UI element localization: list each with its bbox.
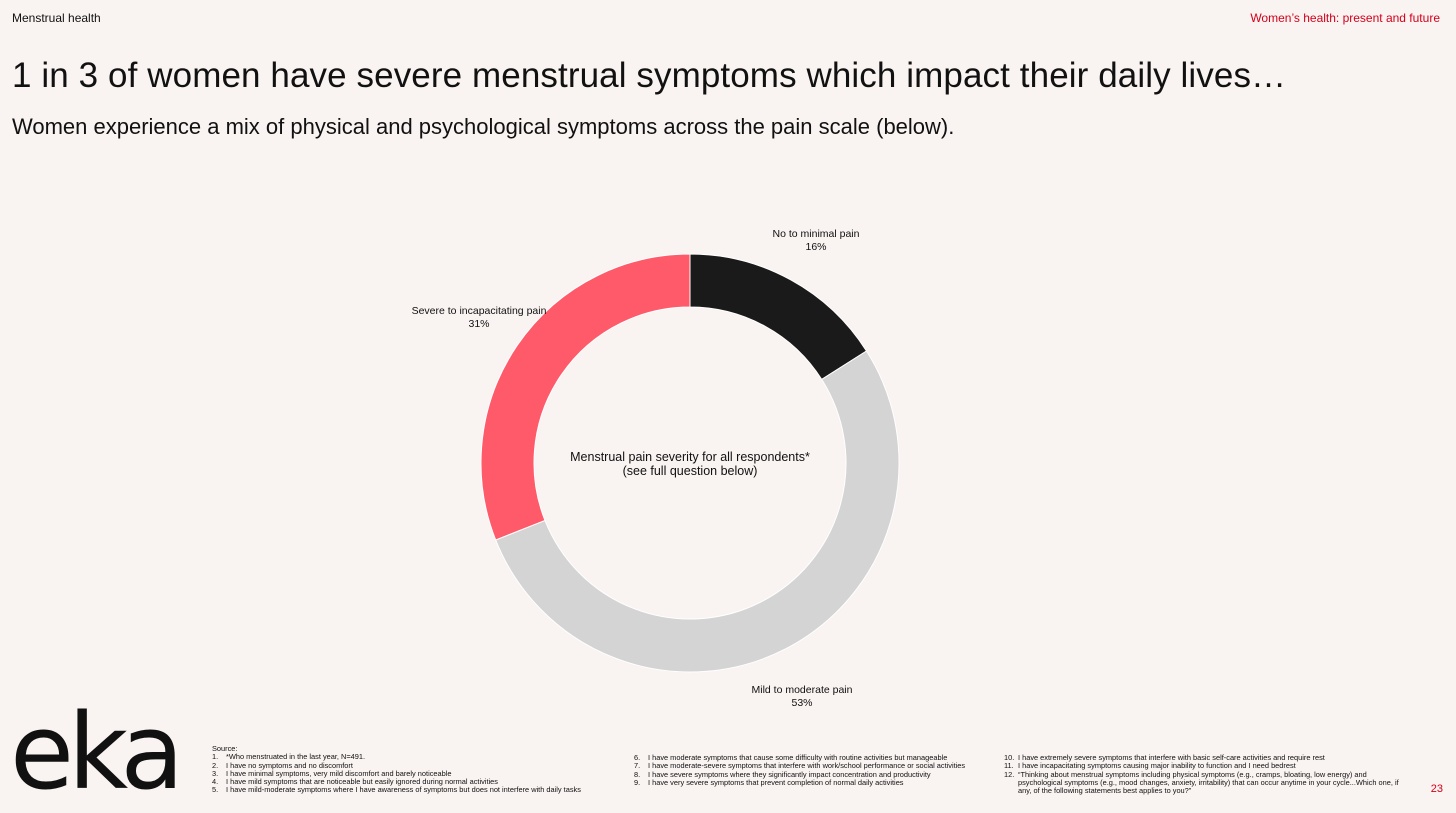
footnote-item: 2. I have no symptoms and no discomfort	[212, 760, 581, 770]
footnote-item: any, of the following statements best ap…	[1004, 787, 1399, 795]
footnote-number: 11.	[1004, 761, 1014, 771]
source-notes-col1: Source: 1. *Who menstruated in the last y…	[212, 744, 581, 795]
slice-label: No to minimal pain	[773, 228, 860, 240]
footnote-text: “Thinking about menstrual symptoms inclu…	[1018, 769, 1367, 779]
footnote-item: 9. I have very severe symptoms that preve…	[634, 777, 965, 787]
footnote-text: psychological symptoms (e.g., mood chang…	[1018, 777, 1399, 787]
slice-label: Mild to moderate pain	[752, 684, 853, 696]
source-notes-col2: 6. I have moderate symptoms that cause so…	[634, 753, 966, 787]
footnote-number: 5.	[212, 785, 219, 795]
footnote-item: 3. I have minimal symptoms, very mild dis…	[212, 768, 581, 778]
footnote-number: 4.	[212, 777, 219, 787]
source-heading: Source:	[212, 744, 238, 753]
donut-slice	[689, 253, 868, 381]
footnote-item: 8. I have severe symptoms where they sign…	[634, 769, 965, 779]
footnote-item: 5. I have mild-moderate symptoms where I …	[212, 785, 581, 795]
footnote-item: 12. “Thinking about menstrual symptoms in…	[1004, 769, 1399, 779]
footnote-item: 1. *Who menstruated in the last year, N=4…	[212, 752, 581, 762]
slice-value-label: 53%	[791, 697, 812, 709]
footnote-text: *Who menstruated in the last year, N=491…	[226, 752, 366, 762]
footnote-number: 9.	[634, 777, 641, 787]
footnote-item: 11. I have incapacitating symptoms causin…	[1004, 761, 1399, 771]
slice-value-label: 16%	[805, 241, 826, 253]
footnote-text: I have very severe symptoms that prevent…	[648, 777, 904, 787]
footnote-text: I have incapacitating symptoms causing m…	[1018, 761, 1296, 771]
chart-center-title: Menstrual pain severity for all responde…	[570, 450, 810, 464]
footnote-item: 6. I have moderate symptoms that cause so…	[634, 753, 965, 762]
footnote-text: I have moderate symptoms that cause some…	[648, 753, 948, 762]
footnote-text: I have minimal symptoms, very mild disco…	[226, 768, 452, 778]
footnote-number: 1.	[212, 752, 219, 762]
page-headline: 1 in 3 of women have severe menstrual sy…	[12, 56, 1287, 95]
footnote-number: 6.	[634, 753, 641, 762]
footnote-text: I have extremely severe symptoms that in…	[1018, 753, 1325, 762]
footnote-text: any, of the following statements best ap…	[1018, 786, 1192, 796]
footnote-number: 10.	[1004, 753, 1015, 762]
donut-slice	[495, 350, 900, 673]
footnote-text: I have moderate-severe symptoms that int…	[648, 761, 966, 771]
source-notes-col3: 10. I have extremely severe symptoms that…	[1004, 753, 1399, 795]
footnote-text: I have no symptoms and no discomfort	[226, 760, 353, 770]
chart-center-subtitle: (see full question below)	[623, 464, 758, 478]
deck-title: Women’s health: present and future	[1250, 11, 1440, 25]
footnote-number: 2.	[212, 760, 219, 770]
footnote-number: 12.	[1004, 769, 1015, 779]
footnote-text: I have mild symptoms that are noticeable…	[226, 777, 498, 787]
logo-text: eka	[10, 691, 184, 813]
slice-value-label: 31%	[468, 318, 489, 330]
page-subheadline: Women experience a mix of physical and p…	[12, 114, 955, 139]
footnote-text: I have mild-moderate symptoms where I ha…	[226, 785, 581, 795]
section-label: Menstrual health	[12, 11, 101, 25]
eka-logo: eka	[10, 700, 184, 804]
footnote-item: 7. I have moderate-severe symptoms that i…	[634, 761, 966, 771]
footnote-item: 4. I have mild symptoms that are noticeab…	[212, 777, 581, 787]
footnote-number: 3.	[212, 768, 219, 778]
footnote-item: psychological symptoms (e.g., mood chang…	[1004, 777, 1399, 787]
footnote-number: 7.	[634, 761, 641, 771]
footnote-text: I have severe symptoms where they signif…	[648, 769, 931, 779]
page-number: 23	[1430, 783, 1443, 795]
slice-label: Severe to incapacitating pain	[412, 305, 547, 317]
footnote-number: 8.	[634, 769, 641, 779]
footnote-item: 10. I have extremely severe symptoms that…	[1004, 753, 1399, 762]
donut-slice	[480, 253, 691, 541]
